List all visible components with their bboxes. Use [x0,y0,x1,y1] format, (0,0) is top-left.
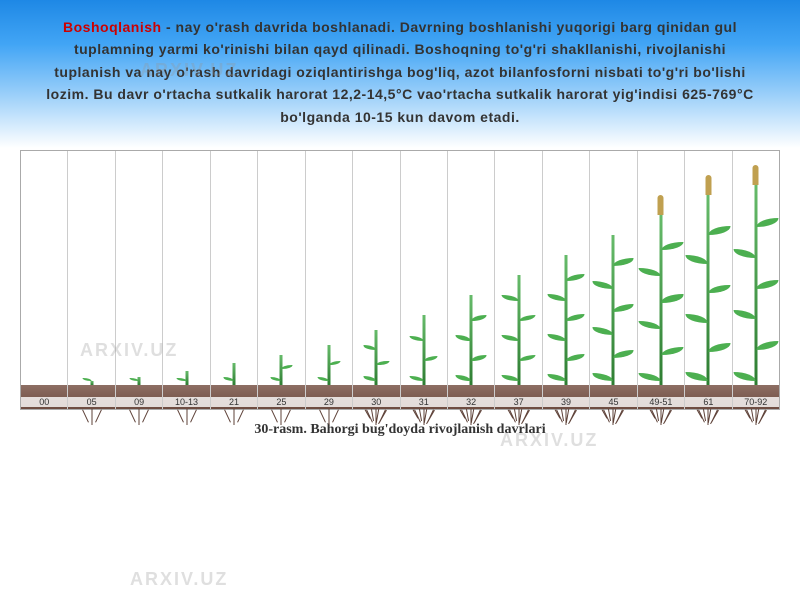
growth-stage: 21 [211,151,258,409]
plant-icon [470,295,473,385]
growth-stage: 10-13 [163,151,210,409]
plant-icon [565,255,568,385]
stage-label: 21 [211,397,257,407]
growth-stage: 49-51 [638,151,685,409]
growth-stage: 05 [68,151,115,409]
stage-label: 61 [685,397,731,407]
stage-label: 37 [495,397,541,407]
plant-icon [707,195,710,385]
growth-stage: 45 [590,151,637,409]
plant-icon [185,371,188,385]
watermark: ARXIV.UZ [130,569,228,590]
growth-stage: 31 [401,151,448,409]
growth-stage: 00 [21,151,68,409]
plant-icon [232,363,235,385]
growth-stage: 25 [258,151,305,409]
plant-icon [422,315,425,385]
growth-stage: 37 [495,151,542,409]
growth-stage: 30 [353,151,400,409]
stage-label: 70-92 [733,397,779,407]
stage-label: 25 [258,397,304,407]
stage-label: 29 [306,397,352,407]
stage-label: 09 [116,397,162,407]
plant-icon [138,377,141,385]
stage-label: 39 [543,397,589,407]
stage-label: 32 [448,397,494,407]
stage-label: 30 [353,397,399,407]
plant-icon [280,355,283,385]
plant-icon [659,215,662,385]
main-paragraph: Boshoqlanish - nay o'rash davrida boshla… [40,16,760,128]
growth-stage: 70-92 [733,151,779,409]
plant-icon [612,235,615,385]
stage-label: 45 [590,397,636,407]
stage-label: 00 [21,397,67,407]
stage-label: 31 [401,397,447,407]
stage-label: 49-51 [638,397,684,407]
plant-icon [517,275,520,385]
growth-chart: 00050910-1321252930313237394549-516170-9… [20,150,780,410]
stage-label: 05 [68,397,114,407]
growth-stage: 61 [685,151,732,409]
stage-label: 10-13 [163,397,209,407]
growth-stage: 29 [306,151,353,409]
growth-stage: 39 [543,151,590,409]
plant-icon [327,345,330,385]
growth-stage: 09 [116,151,163,409]
highlight-term: Boshoqlanish [63,19,162,35]
chart-container: 00050910-1321252930313237394549-516170-9… [0,150,800,438]
plant-icon [375,330,378,385]
plant-icon [754,185,757,385]
growth-stage: 32 [448,151,495,409]
header-section: Boshoqlanish - nay o'rash davrida boshla… [0,0,800,148]
